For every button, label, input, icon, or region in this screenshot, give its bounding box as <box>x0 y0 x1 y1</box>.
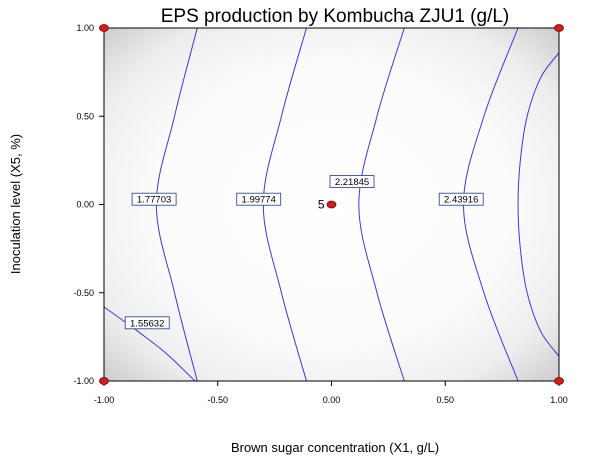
contour-label-box <box>438 192 484 206</box>
y-tick-label: -0.50 <box>73 288 94 298</box>
x-axis-label: Brown sugar concentration (X1, g/L) <box>231 440 439 455</box>
contour-label: 2.21845 <box>335 177 369 188</box>
design-point <box>99 24 109 32</box>
design-point <box>554 24 564 32</box>
center-point-count: 5 <box>318 198 325 212</box>
contour-label-box <box>131 192 177 206</box>
contour-line-2.21845 <box>358 27 405 382</box>
contour-label: 1.99774 <box>242 195 276 206</box>
chart-title: EPS production by Kombucha ZJU1 (g/L) <box>161 6 510 27</box>
y-tick-label: 1.00 <box>76 23 94 33</box>
contour-line-1.55632 <box>103 306 196 382</box>
design-points: 5 <box>99 24 564 385</box>
contour-line-edge-5 <box>517 52 560 357</box>
contour-label: 1.55632 <box>130 318 164 329</box>
y-tick-label: -1.00 <box>73 376 94 386</box>
y-tick-label: 0.50 <box>76 111 94 121</box>
contour-label: 1.77703 <box>137 195 171 206</box>
contour-label-box <box>124 316 170 330</box>
contour-label-box <box>236 192 282 206</box>
design-point <box>554 377 564 385</box>
y-tick-label: 0.00 <box>76 200 94 210</box>
design-point <box>99 377 109 385</box>
axis-ticks: -1.00 -0.50 0.00 0.50 1.00 1.00 0.50 0.00 -0.50 -… <box>73 23 567 405</box>
y-axis-label: Inoculation level (X5, %) <box>8 134 23 274</box>
x-tick-label: -0.50 <box>207 395 228 405</box>
design-point <box>326 200 337 209</box>
x-tick-label: -1.00 <box>94 395 115 405</box>
contour-label-box <box>329 175 375 189</box>
x-tick-label: 0.00 <box>323 395 341 405</box>
contour-label: 2.43916 <box>444 195 478 206</box>
x-tick-label: 1.00 <box>550 395 568 405</box>
contour-labels: 1.77703 1.99774 2.21845 2.43916 1.55632 <box>124 175 484 330</box>
x-tick-label: 0.50 <box>436 395 454 405</box>
